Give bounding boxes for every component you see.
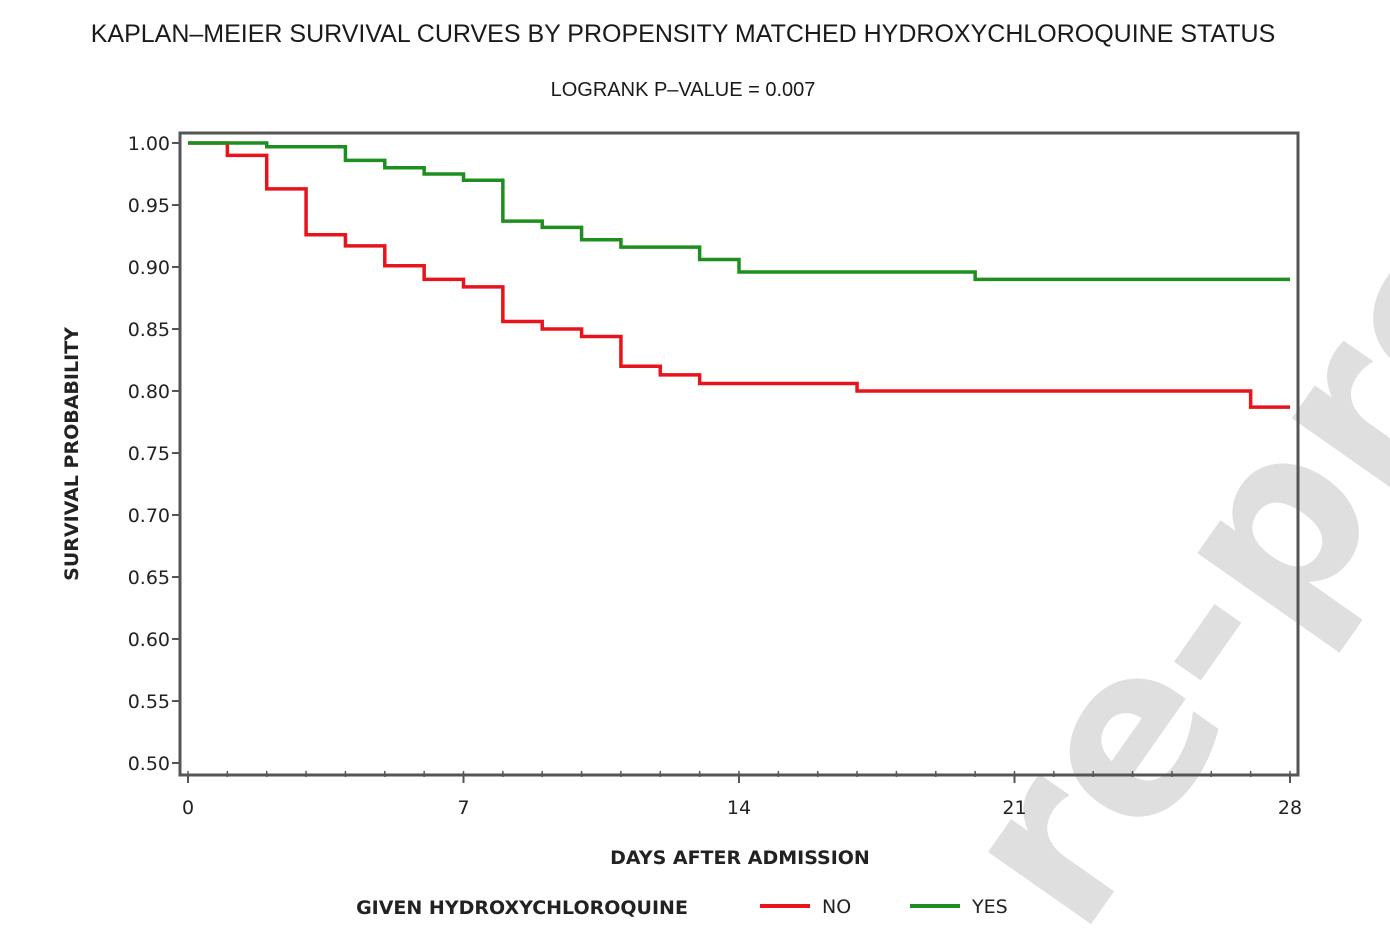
legend-label-yes: YES <box>971 896 1008 918</box>
y-tick-label: 0.60 <box>128 629 170 651</box>
y-tick-label: 0.85 <box>128 319 170 341</box>
x-axis-label: DAYS AFTER ADMISSION <box>610 847 870 869</box>
y-axis-ticks: 0.50 0.55 0.60 0.65 0.70 0.75 0.80 0.85 0.90 0.95… <box>128 133 180 775</box>
y-tick-label: 1.00 <box>128 133 170 155</box>
y-tick-label: 0.80 <box>128 381 170 403</box>
y-tick-label: 0.95 <box>128 195 170 217</box>
survival-curves <box>188 141 1290 409</box>
x-tick-label: 7 <box>457 797 469 819</box>
x-tick-label: 14 <box>727 797 751 819</box>
watermark: re-proof <box>906 0 1390 944</box>
legend-title: GIVEN HYDROXYCHLOROQUINE <box>356 897 688 919</box>
curve-yes <box>188 141 1290 282</box>
x-tick-label: 28 <box>1278 797 1302 819</box>
chart-subtitle: LOGRANK P–VALUE = 0.007 <box>551 79 816 101</box>
chart-title: KAPLAN–MEIER SURVIVAL CURVES BY PROPENSI… <box>91 20 1276 48</box>
y-tick-label: 0.50 <box>128 753 170 775</box>
y-tick-label: 0.75 <box>128 443 170 465</box>
x-tick-label: 0 <box>182 797 194 819</box>
legend-label-no: NO <box>822 896 851 918</box>
legend: GIVEN HYDROXYCHLOROQUINE NO YES <box>356 896 1008 919</box>
x-tick-label: 21 <box>1002 797 1026 819</box>
y-axis-label: SURVIVAL PROBABILITY <box>61 327 83 581</box>
y-tick-label: 0.65 <box>128 567 170 589</box>
curve-no <box>188 141 1290 409</box>
y-tick-label: 0.70 <box>128 505 170 527</box>
y-tick-label: 0.55 <box>128 691 170 713</box>
x-axis-ticks: 0 7 14 21 28 <box>182 771 1302 819</box>
y-tick-label: 0.90 <box>128 257 170 279</box>
